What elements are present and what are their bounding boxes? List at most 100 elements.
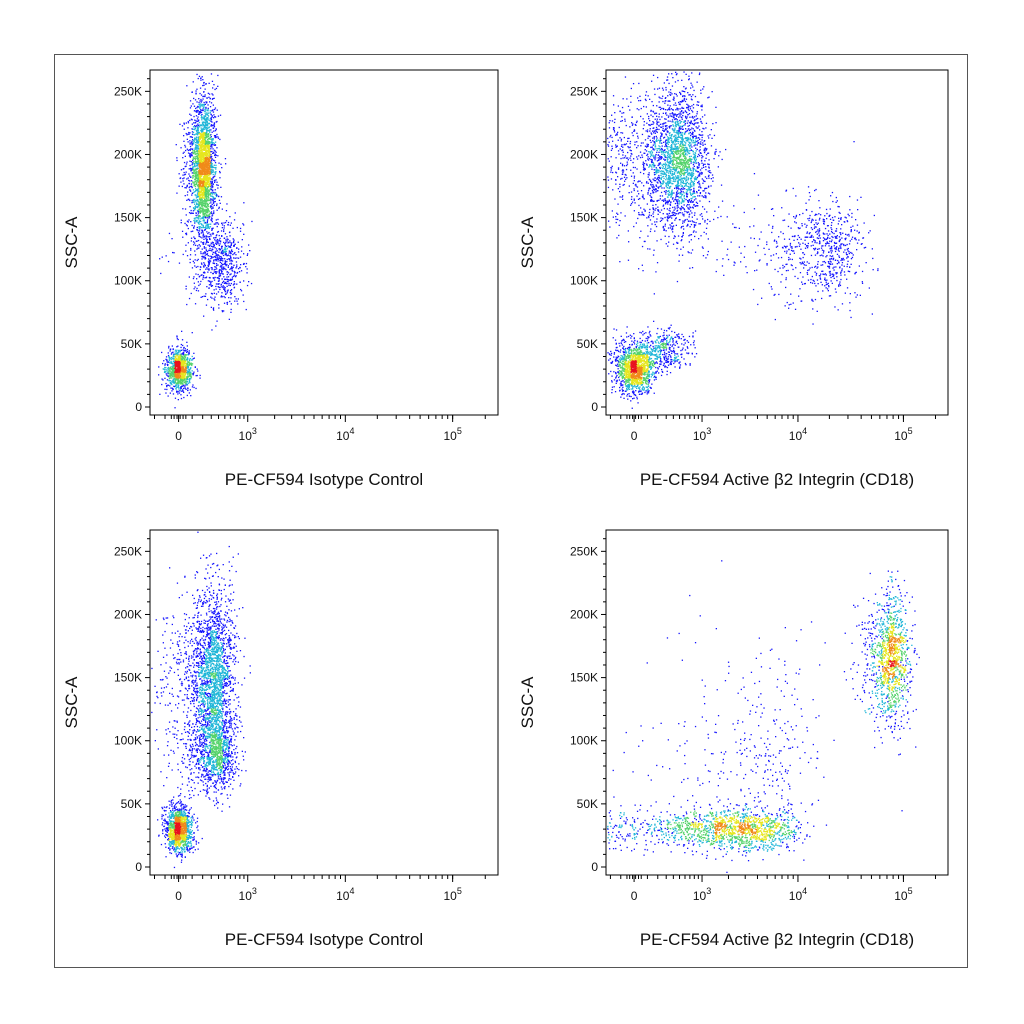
event-dot	[224, 249, 227, 251]
event-dot	[204, 251, 206, 253]
event-dot	[621, 355, 623, 357]
event-dot	[643, 387, 645, 389]
event-dot	[191, 144, 193, 146]
event-dot	[192, 201, 194, 203]
event-dot	[174, 380, 176, 382]
event-dot	[642, 362, 644, 365]
event-dot	[178, 185, 180, 187]
event-dot	[199, 221, 201, 223]
event-dot	[217, 184, 219, 186]
event-dot	[218, 239, 220, 241]
event-dot	[203, 173, 205, 175]
event-dot	[226, 263, 228, 266]
event-dot	[184, 356, 187, 358]
event-dot	[229, 284, 231, 287]
event-dot	[213, 259, 215, 261]
event-dot	[178, 359, 181, 361]
event-dot	[186, 362, 188, 364]
event-dot	[198, 201, 200, 203]
event-dot	[205, 227, 207, 229]
event-dot	[178, 262, 181, 264]
event-dot	[212, 171, 214, 173]
event-dot	[193, 217, 195, 220]
event-dot	[195, 206, 198, 208]
event-dot	[183, 368, 185, 370]
event-dot	[193, 161, 195, 163]
event-dot	[199, 178, 202, 180]
event-dot	[203, 160, 205, 162]
event-dot	[208, 112, 210, 114]
event-dot	[211, 140, 213, 142]
event-dot	[227, 221, 230, 224]
event-dot	[174, 371, 176, 373]
event-dot	[209, 207, 212, 209]
event-dot	[219, 288, 221, 291]
event-dot	[209, 171, 211, 173]
event-dot	[174, 370, 176, 372]
event-dot	[185, 350, 187, 352]
event-dot	[204, 167, 206, 169]
event-dot	[229, 235, 231, 237]
event-dot	[638, 368, 640, 371]
event-dot	[200, 185, 202, 188]
event-dot	[204, 172, 206, 174]
event-dot	[210, 102, 213, 104]
event-dot	[182, 371, 184, 373]
event-dot	[171, 383, 173, 386]
event-dot	[203, 142, 205, 144]
event-dot	[205, 160, 207, 162]
event-dot	[222, 286, 224, 289]
event-dot	[178, 370, 180, 372]
event-dot	[178, 366, 181, 368]
event-dot	[216, 234, 218, 236]
event-dot	[201, 129, 203, 131]
event-dot	[201, 231, 203, 233]
event-dot	[214, 108, 216, 111]
event-dot	[204, 200, 206, 202]
event-dot	[190, 372, 192, 374]
event-dot	[183, 346, 185, 349]
event-dot	[212, 202, 215, 204]
event-dot	[221, 224, 224, 226]
event-dot	[224, 263, 226, 265]
event-dot	[202, 233, 204, 235]
event-dot	[209, 189, 211, 191]
event-dot	[205, 176, 208, 178]
event-dot	[212, 138, 214, 140]
event-dot	[205, 171, 207, 174]
event-dot	[182, 356, 184, 359]
event-dot	[201, 166, 203, 169]
event-dot	[203, 179, 206, 182]
event-dot	[212, 94, 214, 96]
event-dot	[183, 364, 185, 367]
event-dot	[209, 167, 211, 169]
event-dot	[205, 198, 207, 200]
event-dot	[185, 233, 188, 236]
event-dot	[202, 173, 204, 176]
event-dot	[197, 196, 200, 198]
event-dot	[206, 227, 208, 229]
event-dot	[188, 392, 190, 394]
event-dot	[203, 209, 205, 211]
event-dot	[180, 219, 182, 221]
event-dot	[173, 379, 175, 381]
event-dot	[204, 170, 206, 172]
event-dot	[201, 180, 203, 182]
event-dot	[208, 149, 211, 151]
event-dot	[216, 242, 218, 244]
event-dot	[195, 375, 197, 377]
event-dot	[205, 185, 207, 187]
event-dot	[197, 142, 199, 144]
event-dot	[196, 229, 198, 231]
event-dot	[188, 168, 190, 170]
event-dot	[215, 219, 217, 221]
event-dot	[208, 231, 210, 234]
event-dot	[197, 206, 199, 208]
event-dot	[243, 224, 245, 226]
event-dot	[217, 241, 219, 243]
event-dot	[625, 364, 627, 366]
event-dot	[169, 350, 171, 352]
event-dot	[611, 386, 614, 388]
event-dot	[189, 370, 191, 372]
event-dot	[210, 284, 212, 286]
